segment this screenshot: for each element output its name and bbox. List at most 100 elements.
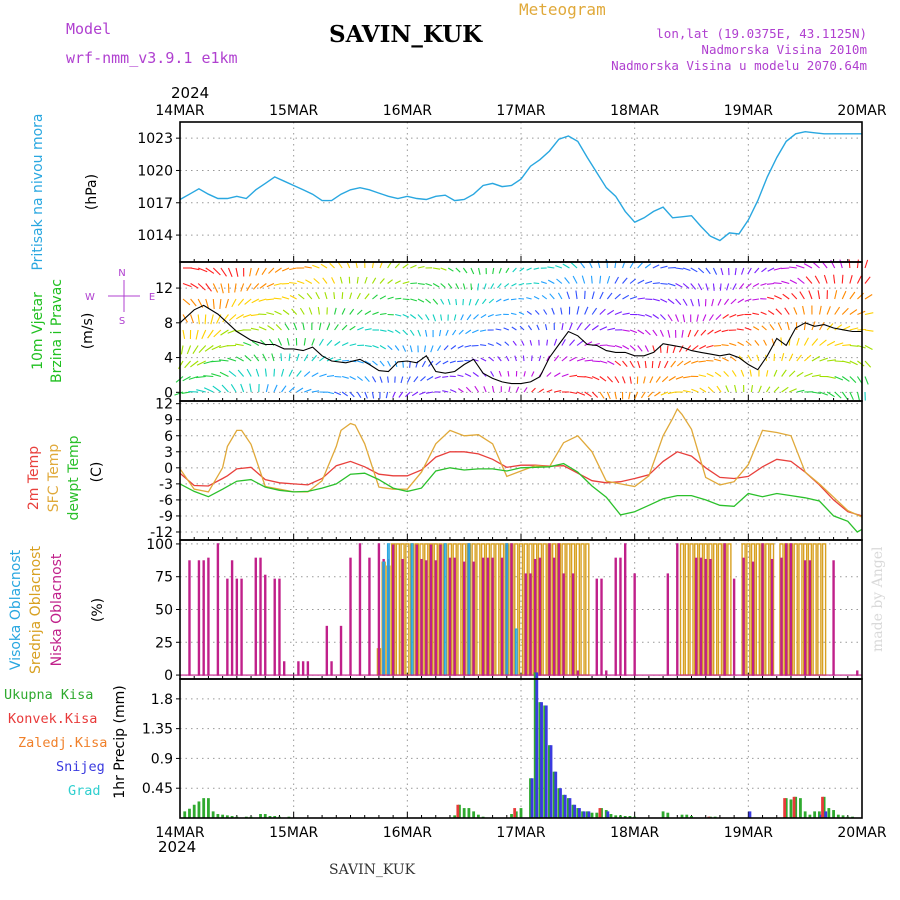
wind-arrow <box>490 283 495 290</box>
wind-arrow <box>622 312 630 316</box>
wind-arrow <box>434 375 441 380</box>
wind-arrow <box>614 311 623 316</box>
wind-arrow <box>737 298 745 304</box>
wind-arrow <box>488 298 495 304</box>
wind-arrow <box>547 279 555 284</box>
wind-arrow <box>311 338 315 346</box>
wind-arrow <box>614 293 621 300</box>
wind-arrow <box>457 374 464 378</box>
ytick-label: 1014 <box>137 228 173 244</box>
wind-arrow <box>675 298 682 306</box>
precip-bar-snow <box>606 811 610 818</box>
wind-arrow <box>857 360 865 367</box>
precip-legend-0: Ukupna Kisa <box>4 687 93 703</box>
wind-arrow <box>667 282 676 287</box>
wind-arrow <box>700 329 707 336</box>
wind-arrow <box>797 277 805 284</box>
wind-arrow <box>474 298 480 306</box>
precip-bar-total <box>685 814 689 818</box>
precip-bar-total <box>817 811 821 818</box>
precip-bar-total <box>519 808 523 818</box>
wind-arrow <box>533 296 540 300</box>
wind-arrow <box>629 329 638 334</box>
wind-arrow <box>637 279 645 284</box>
wind-arrow <box>675 283 683 288</box>
wind-arrow <box>419 391 426 396</box>
wind-arrow <box>645 313 653 318</box>
cloud-bar-low <box>202 560 205 676</box>
wind-arrow <box>518 282 525 286</box>
wind-arrow <box>541 294 548 300</box>
cloud-bar-low <box>425 560 428 676</box>
wind-arrow <box>273 384 278 393</box>
wind-arrow <box>697 267 705 274</box>
wind-arrow <box>761 325 767 331</box>
wind-arrow <box>186 345 192 355</box>
wind-arrow <box>549 293 555 300</box>
wind-arrow <box>250 327 259 331</box>
cloud-bar-low <box>439 544 442 676</box>
wind-arrow <box>455 283 460 290</box>
wind-arrow <box>466 314 472 321</box>
wind-arrow <box>445 329 449 336</box>
wind-arrow <box>761 267 767 273</box>
wind-arrow <box>483 386 487 393</box>
ytick-label: 0 <box>164 461 173 477</box>
wind-arrow <box>572 275 578 284</box>
precip-bar-total <box>581 811 584 818</box>
wind-arrow <box>281 385 287 393</box>
wind-arrow <box>849 309 858 315</box>
wind-arrow <box>683 375 691 379</box>
wind-arrow <box>483 283 487 290</box>
wind-arrow <box>675 314 680 322</box>
wind-arrow <box>811 391 821 395</box>
wind-arrow <box>576 339 585 346</box>
wind-arrow <box>531 387 536 393</box>
wind-arrow <box>721 344 729 347</box>
wind-arrow <box>197 283 206 291</box>
wind-arrow <box>440 298 445 305</box>
wind-arrow <box>660 265 668 269</box>
cloud-bar-low <box>600 578 603 676</box>
wind-arrow <box>334 341 341 346</box>
wind-arrow <box>250 313 259 317</box>
wind-arrow <box>547 266 555 269</box>
wind-arrow <box>591 325 599 331</box>
precip-bar-snow <box>748 811 752 818</box>
cloud-bar-low <box>259 557 262 676</box>
wind-arrow <box>826 306 831 315</box>
wind-arrow <box>432 283 440 288</box>
wind-arrow <box>267 325 275 331</box>
wind-arrow <box>796 389 805 393</box>
wind-arrow <box>195 375 206 379</box>
wind-arrow <box>740 267 745 275</box>
wind-arrow <box>341 308 346 315</box>
wind-arrow <box>417 265 425 269</box>
wind-arrow <box>716 385 722 393</box>
cloud-bar-low <box>619 557 622 676</box>
wind-arrow <box>744 327 752 331</box>
wind-arrow <box>514 355 517 362</box>
wind-arrow <box>211 373 222 378</box>
precip-bar-snow <box>554 771 558 818</box>
precip-legend-2: Zaledj.Kisa <box>18 735 107 751</box>
wind-arrow <box>306 292 313 300</box>
wind-arrow <box>205 267 215 274</box>
wind-arrow <box>730 356 737 362</box>
wind-arrow <box>799 291 805 300</box>
precip-bar-snow <box>582 811 586 818</box>
cloud-bar-low <box>401 558 404 676</box>
wind-arrow <box>465 329 472 335</box>
wind-arrow <box>591 391 599 398</box>
wind-arrow <box>864 376 869 385</box>
wind-arrow <box>834 290 838 300</box>
precip-legend-1: Konvek.Kisa <box>8 711 97 727</box>
ytick-label: 1017 <box>137 196 173 212</box>
ytick-label: 1023 <box>137 131 173 147</box>
wind-arrow <box>288 353 291 362</box>
precip-bar-snow <box>578 808 581 818</box>
wind-arrow <box>849 327 859 331</box>
precip-bar-convective <box>598 808 602 818</box>
wind-arrow <box>219 298 222 309</box>
wind-arrow <box>551 307 555 315</box>
